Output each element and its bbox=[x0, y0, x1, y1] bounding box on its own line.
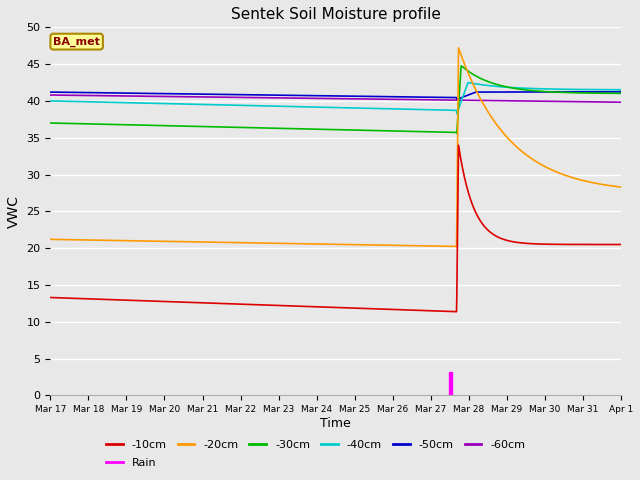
Title: Sentek Soil Moisture profile: Sentek Soil Moisture profile bbox=[230, 7, 440, 22]
Text: BA_met: BA_met bbox=[53, 36, 100, 47]
Y-axis label: VWC: VWC bbox=[7, 195, 21, 228]
Polygon shape bbox=[449, 372, 452, 396]
Legend: Rain: Rain bbox=[102, 454, 161, 473]
X-axis label: Time: Time bbox=[320, 417, 351, 430]
